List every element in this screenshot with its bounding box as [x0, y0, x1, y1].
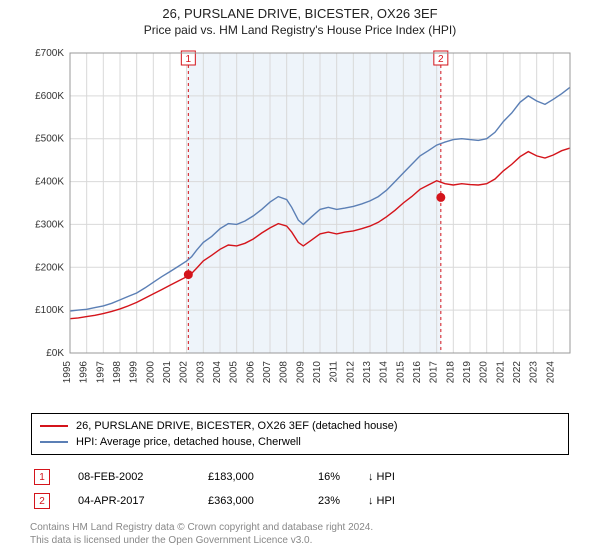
footer-line-1: Contains HM Land Registry data © Crown c…	[30, 521, 570, 534]
transaction-pct: 16%	[318, 471, 368, 483]
footer-line-2: This data is licensed under the Open Gov…	[30, 534, 570, 547]
transaction-date: 04-APR-2017	[78, 495, 208, 507]
chart: £0K £100K £200K £300K £400K £500K £600K £700K 19…	[20, 45, 580, 405]
svg-text:2022: 2022	[512, 361, 523, 384]
svg-text:£500K: £500K	[35, 134, 64, 145]
svg-text:2001: 2001	[162, 361, 173, 384]
legend: 26, PURSLANE DRIVE, BICESTER, OX26 3EF (…	[31, 413, 569, 455]
svg-text:2019: 2019	[462, 361, 473, 384]
page-title: 26, PURSLANE DRIVE, BICESTER, OX26 3EF	[0, 6, 600, 21]
svg-text:£600K: £600K	[35, 91, 64, 102]
svg-text:2014: 2014	[379, 361, 390, 384]
svg-text:2021: 2021	[495, 361, 506, 384]
transaction-direction: ↓ HPI	[368, 495, 438, 507]
svg-text:1995: 1995	[62, 361, 73, 384]
svg-text:2009: 2009	[295, 361, 306, 384]
svg-text:£300K: £300K	[35, 219, 64, 230]
svg-text:2010: 2010	[312, 361, 323, 384]
marker-number: 2	[39, 496, 45, 507]
svg-text:2018: 2018	[445, 361, 456, 384]
svg-text:2023: 2023	[529, 361, 540, 384]
legend-label-2: HPI: Average price, detached house, Cher…	[76, 436, 301, 448]
transaction-price: £183,000	[208, 471, 318, 483]
transaction-pct: 23%	[318, 495, 368, 507]
svg-text:2008: 2008	[279, 361, 290, 384]
title-block: 26, PURSLANE DRIVE, BICESTER, OX26 3EF P…	[0, 0, 600, 39]
transactions-table: 1 08-FEB-2002 £183,000 16% ↓ HPI 2 04-AP…	[30, 465, 570, 513]
svg-text:2024: 2024	[545, 361, 556, 384]
svg-text:2020: 2020	[479, 361, 490, 384]
svg-text:£400K: £400K	[35, 177, 64, 188]
svg-text:£200K: £200K	[35, 262, 64, 273]
transaction-direction: ↓ HPI	[368, 471, 438, 483]
svg-text:2000: 2000	[145, 361, 156, 384]
chart-svg: £0K £100K £200K £300K £400K £500K £600K £700K 19…	[20, 45, 580, 405]
svg-text:2011: 2011	[329, 361, 340, 383]
svg-text:£700K: £700K	[35, 48, 64, 59]
svg-text:£0K: £0K	[46, 348, 64, 359]
svg-text:1999: 1999	[129, 361, 140, 384]
legend-swatch-1	[40, 425, 68, 427]
page-subtitle: Price paid vs. HM Land Registry's House …	[0, 23, 600, 37]
svg-text:2016: 2016	[412, 361, 423, 384]
svg-text:2002: 2002	[179, 361, 190, 384]
svg-text:1997: 1997	[95, 361, 106, 384]
legend-label-1: 26, PURSLANE DRIVE, BICESTER, OX26 3EF (…	[76, 420, 398, 432]
svg-text:£100K: £100K	[35, 305, 64, 316]
svg-text:1996: 1996	[79, 361, 90, 384]
legend-row-2: HPI: Average price, detached house, Cher…	[40, 434, 560, 450]
legend-swatch-2	[40, 441, 68, 443]
page: 26, PURSLANE DRIVE, BICESTER, OX26 3EF P…	[0, 0, 600, 547]
transaction-price: £363,000	[208, 495, 318, 507]
svg-text:2005: 2005	[229, 361, 240, 384]
svg-text:2003: 2003	[195, 361, 206, 384]
svg-text:1998: 1998	[112, 361, 123, 384]
svg-text:2017: 2017	[429, 361, 440, 384]
svg-text:2007: 2007	[262, 361, 273, 384]
transaction-marker-2: 2	[34, 493, 50, 509]
transaction-date: 08-FEB-2002	[78, 471, 208, 483]
svg-text:2012: 2012	[345, 361, 356, 384]
svg-text:2006: 2006	[245, 361, 256, 384]
svg-text:2013: 2013	[362, 361, 373, 384]
transaction-row: 1 08-FEB-2002 £183,000 16% ↓ HPI	[30, 465, 570, 489]
marker-number: 1	[39, 472, 45, 483]
transaction-marker-1: 1	[34, 469, 50, 485]
svg-text:2004: 2004	[212, 361, 223, 384]
transaction-row: 2 04-APR-2017 £363,000 23% ↓ HPI	[30, 489, 570, 513]
svg-text:2: 2	[438, 54, 444, 65]
svg-text:1: 1	[186, 54, 192, 65]
legend-row-1: 26, PURSLANE DRIVE, BICESTER, OX26 3EF (…	[40, 418, 560, 434]
svg-text:2015: 2015	[395, 361, 406, 384]
footer: Contains HM Land Registry data © Crown c…	[30, 521, 570, 547]
